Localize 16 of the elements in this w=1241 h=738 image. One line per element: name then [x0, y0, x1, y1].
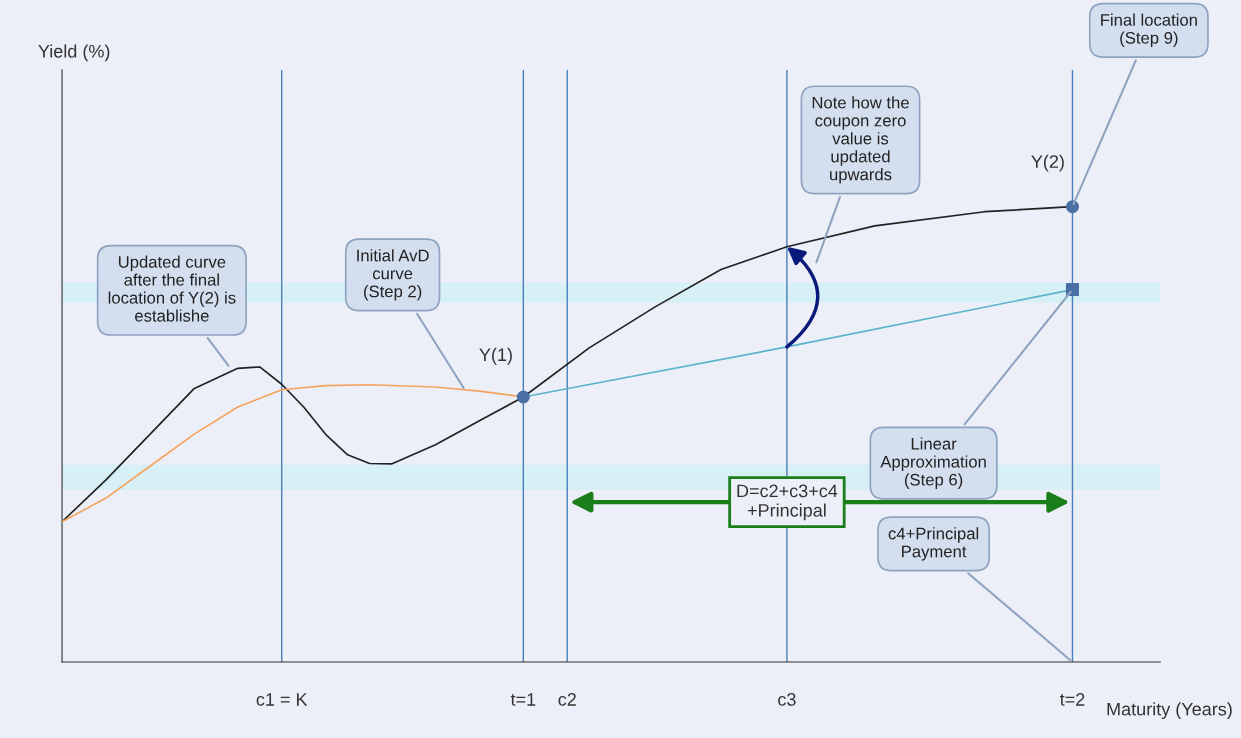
x-tick-label: t=1 — [510, 693, 536, 706]
x-axis-title: Maturity (Years) — [1107, 702, 1232, 720]
annotation: Updated curve after the final location of Y(2) is establishe — [108, 255, 236, 322]
annotation: Final location (Step 9) — [1101, 13, 1197, 48]
text: Yield (%) — [38, 44, 110, 62]
annotation: D=c2+c3+c4 +Principal — [737, 484, 838, 521]
annotation: c4+Principal Payment — [888, 527, 979, 561]
annotation: Initial AvD curve (Step 2) — [357, 249, 429, 301]
x-tick-label: t=2 — [1059, 693, 1085, 706]
x-tick-label: c1 = K — [256, 693, 308, 706]
x-tick-label: c2 — [558, 693, 576, 706]
x-tick-label: c3 — [778, 693, 796, 706]
text: Note how the coupon zero value is updated upwards — [812, 96, 909, 184]
annotation: Linear Approximation (Step 6) — [880, 437, 986, 489]
annotation: Y(2) — [1031, 154, 1064, 172]
annotation: Y(1) — [479, 347, 512, 365]
